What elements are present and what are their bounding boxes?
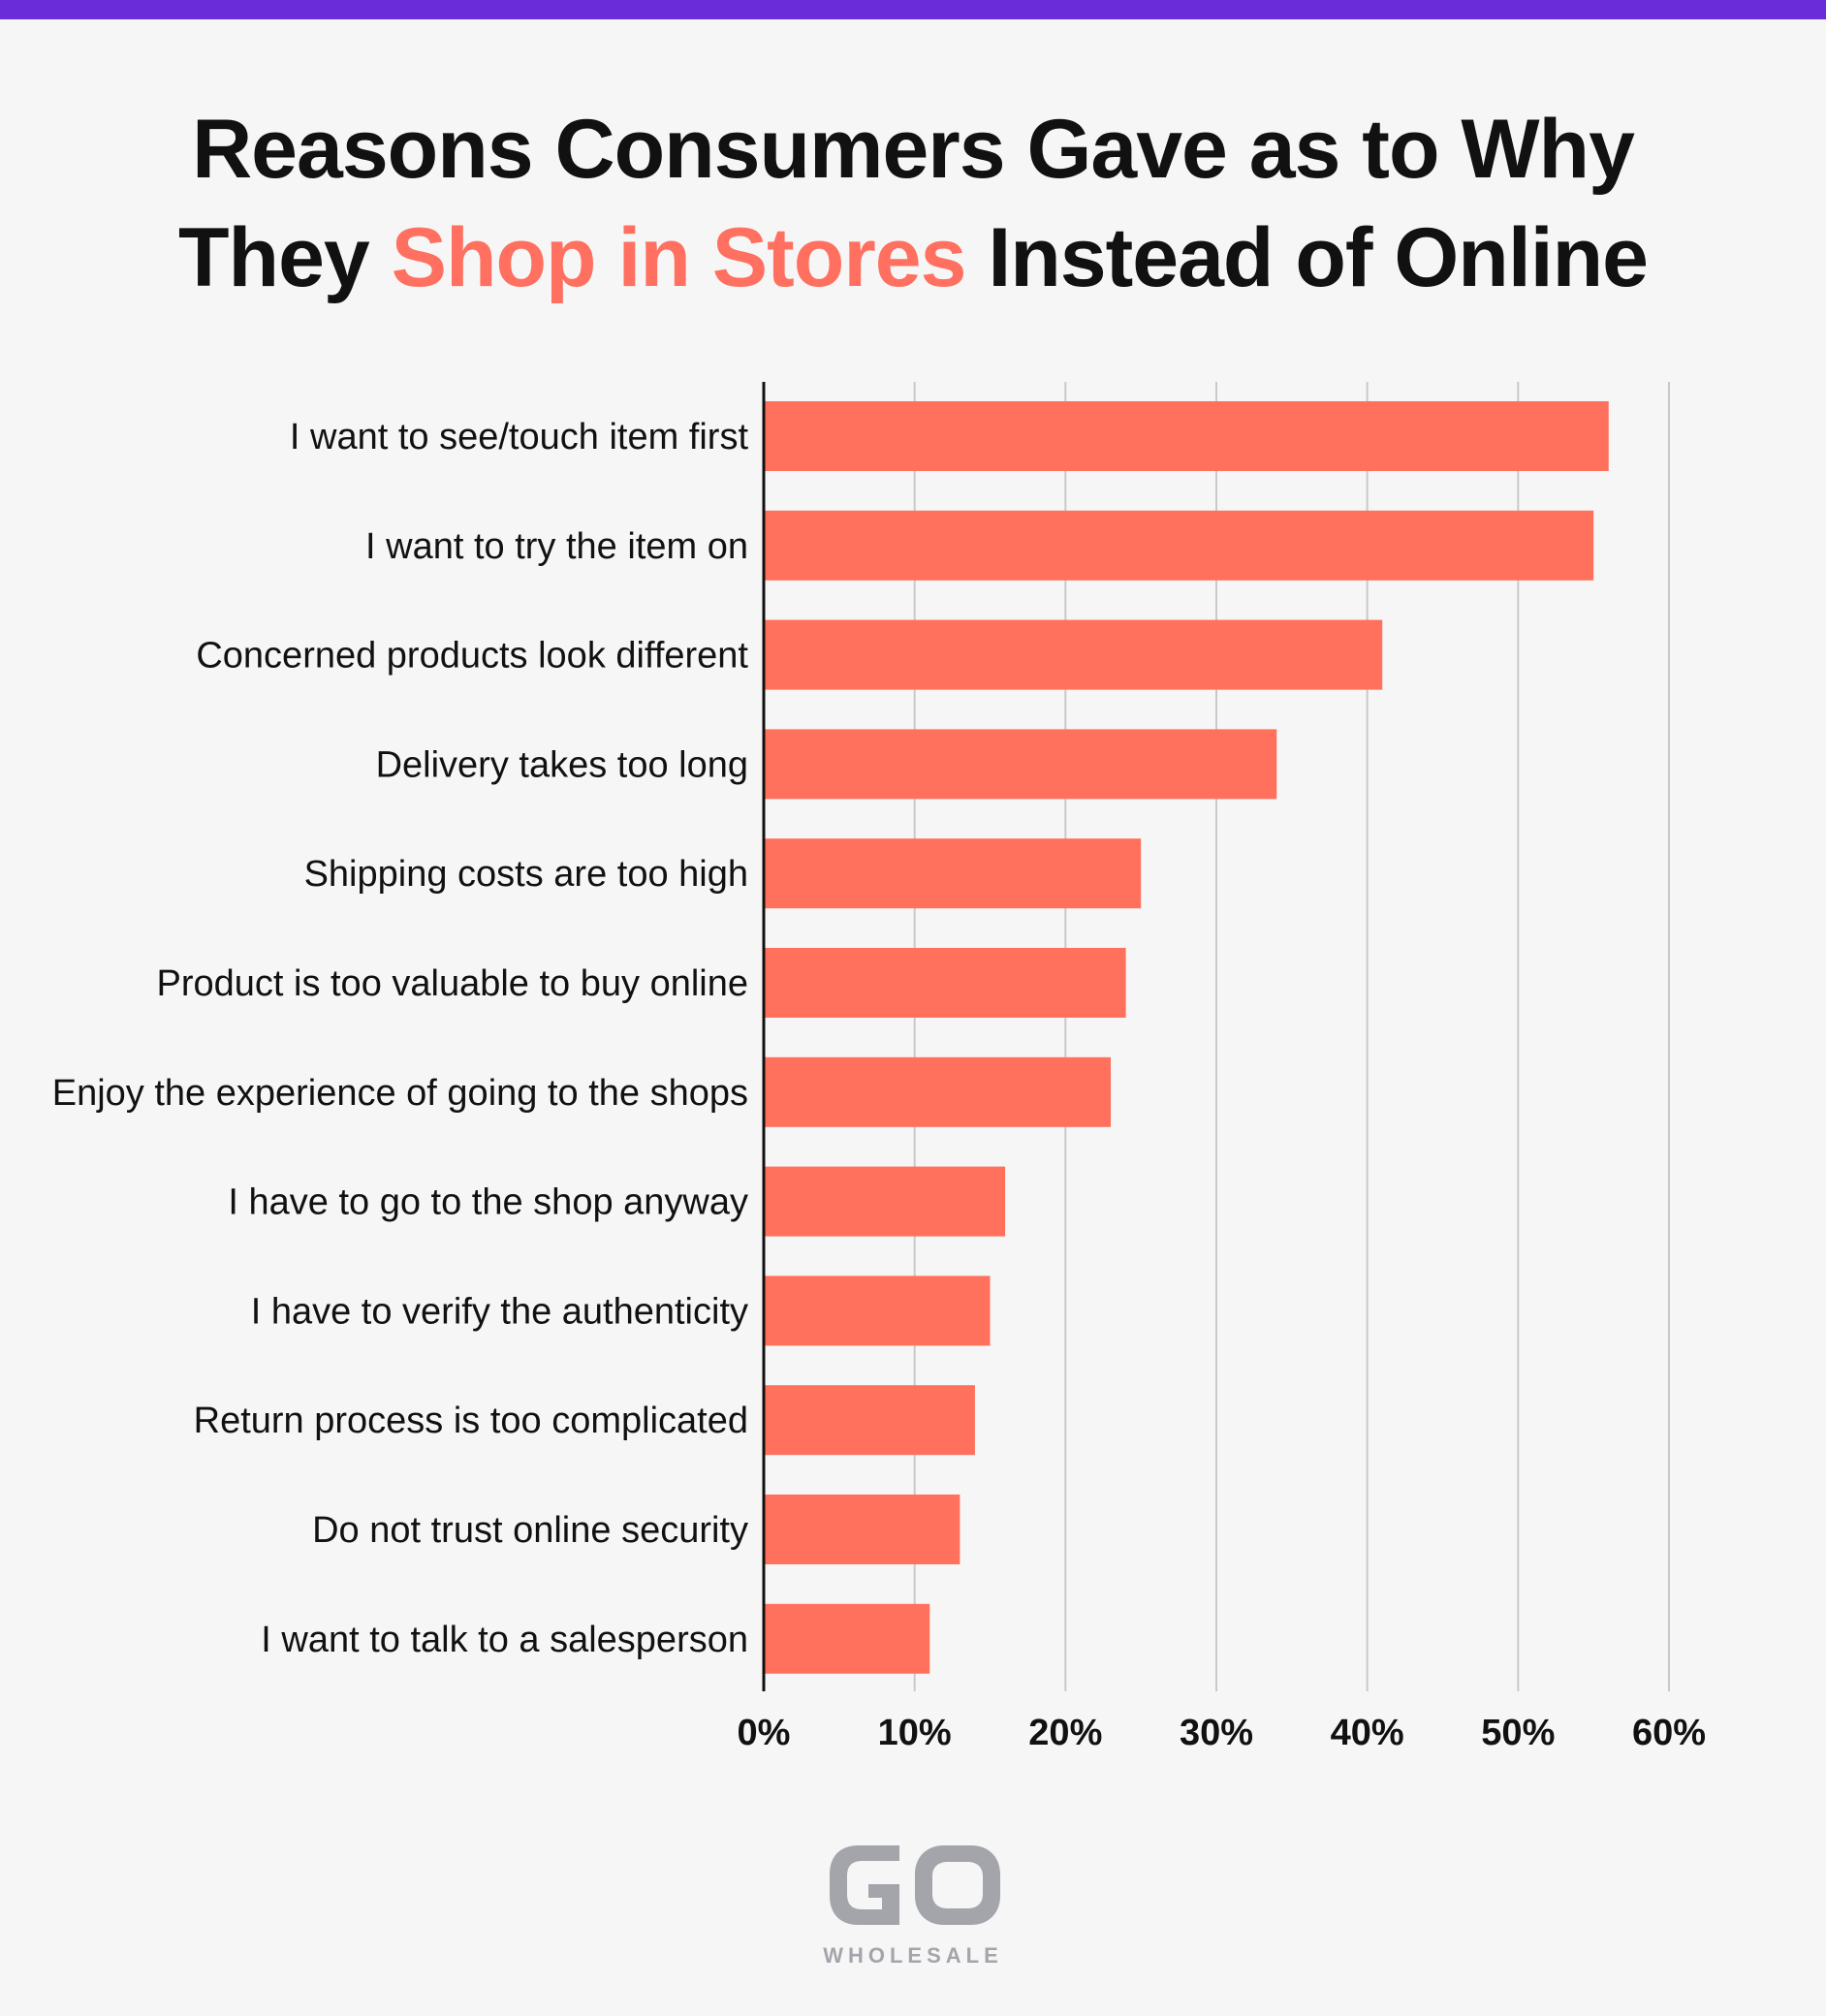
- category-label: Concerned products look different: [196, 636, 748, 677]
- bar-chart: I want to see/touch item first I want to …: [52, 382, 1706, 1753]
- category-label: I have to verify the authenticity: [251, 1291, 748, 1332]
- x-tick-label: 40%: [1331, 1713, 1404, 1753]
- category-label: Enjoy the experience of going to the sho…: [52, 1073, 748, 1114]
- logo-letter-g: [830, 1845, 899, 1925]
- title-line-2-start: They: [178, 211, 392, 304]
- go-wholesale-logo: WHOLESALE: [816, 1832, 1010, 1968]
- bar: [764, 1495, 960, 1564]
- category-label: Shipping costs are too high: [304, 854, 748, 895]
- category-labels: I want to see/touch item first I want to …: [52, 417, 749, 1660]
- x-axis-tick-labels: 0% 10% 20% 30% 40% 50% 60%: [738, 1713, 1706, 1753]
- category-label: I want to talk to a salesperson: [261, 1620, 748, 1660]
- title-accent-text: Shop in Stores: [391, 211, 967, 304]
- title-line-1: Reasons Consumers Gave as to Why: [192, 103, 1635, 196]
- bar: [764, 1276, 991, 1346]
- bars: [764, 401, 1609, 1674]
- top-accent-stripe: [0, 0, 1826, 19]
- x-tick-label: 0%: [738, 1713, 791, 1753]
- gridlines: [913, 382, 1670, 1691]
- bar: [764, 1603, 930, 1674]
- bar: [764, 619, 1383, 690]
- x-tick-label: 10%: [878, 1713, 952, 1753]
- bar: [764, 1056, 1112, 1127]
- category-label: Return process is too complicated: [194, 1401, 748, 1441]
- category-label: I have to go to the shop anyway: [228, 1182, 748, 1223]
- bar: [764, 838, 1142, 909]
- title-line-2-end: Instead of Online: [965, 211, 1649, 304]
- category-label: I want to try the item on: [365, 526, 748, 567]
- chart-title: Reasons Consumers Gave as to Why They Sh…: [0, 95, 1826, 312]
- bar: [764, 1385, 975, 1456]
- bar: [764, 729, 1277, 800]
- bar: [764, 510, 1594, 581]
- bar: [764, 1166, 1006, 1237]
- category-label: Delivery takes too long: [376, 744, 748, 785]
- category-label: I want to see/touch item first: [290, 417, 749, 457]
- x-tick-label: 30%: [1180, 1713, 1253, 1753]
- x-tick-label: 50%: [1481, 1713, 1555, 1753]
- x-tick-label: 60%: [1632, 1713, 1706, 1753]
- logo-letter-o: [915, 1845, 1000, 1925]
- category-label: Product is too valuable to buy online: [156, 963, 748, 1004]
- bar: [764, 948, 1126, 1018]
- category-label: Do not trust online security: [312, 1510, 748, 1551]
- bar: [764, 401, 1609, 471]
- go-logo-mark: [830, 1845, 1000, 1925]
- logo-wordmark: WHOLESALE: [823, 1943, 1003, 1968]
- x-tick-label: 20%: [1028, 1713, 1102, 1753]
